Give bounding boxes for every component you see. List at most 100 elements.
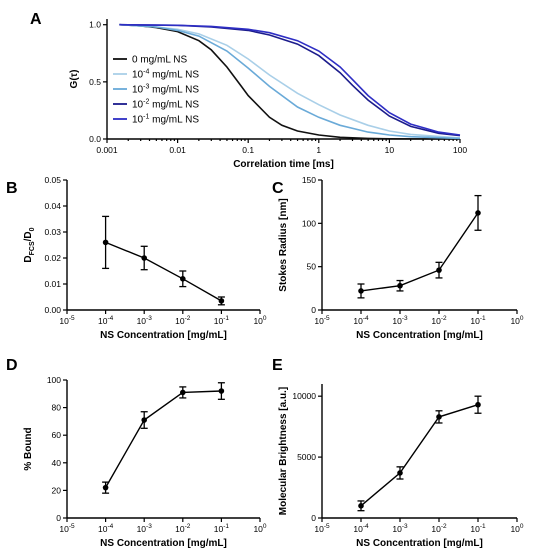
- legend-entry-1: 0 mg/mL NS: [132, 55, 188, 66]
- x-tick-label-e: 10-2: [431, 523, 447, 534]
- x-tick-label-a: 0.001: [96, 145, 118, 155]
- x-tick-label-e: 10-3: [392, 523, 408, 534]
- data-point-b: [218, 298, 225, 304]
- x-tick-label-d: 10-5: [59, 523, 75, 534]
- y-tick-label-e: 5000: [297, 452, 316, 462]
- x-tick-label-e: 10-4: [353, 523, 369, 534]
- panel-label-b: B: [6, 180, 18, 197]
- series-line-1: [119, 23, 461, 140]
- x-tick-label-c: 10-2: [431, 315, 447, 326]
- data-point-b: [141, 255, 147, 261]
- x-axis-label-b: NS Concentration [mg/mL]: [100, 330, 227, 341]
- data-point-c: [358, 288, 364, 294]
- x-tick-label-a: 0.01: [169, 145, 186, 155]
- y-axis-label-e: Molecular Brightness [a.u.]: [278, 387, 289, 515]
- x-tick-label-d: 100: [253, 523, 266, 534]
- data-point-e: [475, 401, 481, 408]
- y-axis-label-a: G(τ): [69, 70, 80, 89]
- y-tick-label-b: 0.00: [44, 305, 61, 315]
- x-tick-label-a: 1: [316, 145, 321, 155]
- panel-label-c: C: [272, 180, 284, 197]
- x-tick-label-d: 10-3: [137, 523, 153, 534]
- y-tick-label-c: 100: [302, 218, 316, 228]
- panel-label-e: E: [272, 357, 283, 374]
- legend: 0 mg/mL NS 10-4 mg/mL NS 10-3 mg/mL NS 10-2…: [113, 55, 199, 126]
- x-axis-label-e: NS Concentration [mg/mL]: [356, 538, 483, 549]
- panel-label-a: A: [30, 11, 42, 28]
- series-line-3: [119, 23, 461, 140]
- data-point-e: [436, 414, 442, 420]
- x-tick-label-e: 10-1: [470, 523, 486, 534]
- y-axis-label-b: DFCS/D0: [23, 227, 36, 262]
- y-tick-label-b: 0.04: [44, 201, 61, 211]
- panel-e: 10-5 10-4 10-3 10-2 10-1 100 0 5000 10000 NS Conc…: [278, 384, 524, 549]
- series-line-5: [119, 23, 461, 136]
- y-tick-label-d: 60: [52, 430, 62, 440]
- x-tick-label-b: 10-1: [214, 315, 230, 326]
- data-point-b: [102, 239, 109, 246]
- x-tick-label-b: 100: [253, 315, 266, 326]
- legend-entry-3: 10-3 mg/mL NS: [132, 84, 199, 96]
- x-tick-label-e: 10-5: [314, 523, 330, 534]
- y-tick-label-a: 1.0: [89, 20, 101, 30]
- y-tick-label-b: 0.03: [44, 227, 61, 237]
- data-point-b: [180, 276, 186, 282]
- x-tick-label-c: 10-4: [353, 315, 369, 326]
- y-tick-label-c: 150: [302, 175, 316, 185]
- x-tick-label-a: 0.1: [242, 145, 254, 155]
- series-line-b: [105, 241, 222, 302]
- panel-b: 10-5 10-4 10-3 10-2 10-1 100 0.00 0.01 0.02 0.03 0…: [23, 175, 267, 341]
- data-point-e: [358, 503, 364, 509]
- x-axis-label-d: NS Concentration [mg/mL]: [100, 538, 227, 549]
- data-point-c: [475, 210, 481, 216]
- x-tick-label-c: 100: [510, 315, 523, 326]
- y-tick-label-e: 10000: [292, 391, 316, 401]
- data-point-d: [141, 417, 147, 423]
- y-axis-label-d: % Bound: [23, 427, 34, 470]
- y-tick-label-d: 80: [52, 403, 62, 413]
- data-point-c: [436, 267, 442, 273]
- x-tick-label-b: 10-5: [59, 315, 75, 326]
- legend-entry-2: 10-4 mg/mL NS: [132, 69, 199, 81]
- y-tick-label-c: 0: [311, 305, 316, 315]
- x-tick-label-b: 10-3: [137, 315, 153, 326]
- x-tick-label-c: 10-1: [470, 315, 486, 326]
- data-point-c: [397, 282, 403, 289]
- x-tick-label-d: 10-1: [214, 523, 230, 534]
- y-tick-label-b: 0.02: [44, 253, 61, 263]
- legend-entry-5: 10-1 mg/mL NS: [132, 114, 199, 126]
- y-tick-label-c: 50: [307, 262, 317, 272]
- x-axis-label-a: Correlation time [ms]: [233, 159, 334, 170]
- y-tick-label-d: 20: [52, 485, 62, 495]
- panel-a: 0.001 0.01 0.1 1 10 100 0.0 0.5 1.0 Correlation t…: [69, 19, 467, 170]
- legend-entry-4: 10-2 mg/mL NS: [132, 99, 199, 111]
- data-point-d: [180, 389, 186, 396]
- x-axis-label-c: NS Concentration [mg/mL]: [356, 330, 483, 341]
- y-tick-label-a: 0.0: [89, 134, 101, 144]
- x-tick-label-b: 10-4: [98, 315, 114, 326]
- panel-c: 10-5 10-4 10-3 10-2 10-1 100 0 50 100 150 NS Conce…: [278, 175, 524, 341]
- y-tick-label-d: 0: [56, 513, 61, 523]
- y-tick-label-d: 100: [47, 375, 61, 385]
- y-tick-label-b: 0.01: [44, 279, 61, 289]
- x-tick-label-b: 10-2: [175, 315, 191, 326]
- panel-d: 10-5 10-4 10-3 10-2 10-1 100 0 20 40 60 80 100 NS Co…: [23, 375, 267, 549]
- x-tick-label-d: 10-4: [98, 523, 114, 534]
- series-line-e: [360, 404, 479, 507]
- y-tick-label-a: 0.5: [89, 77, 101, 87]
- x-tick-label-e: 100: [510, 523, 523, 534]
- panel-label-d: D: [6, 357, 18, 374]
- y-tick-label-b: 0.05: [44, 175, 61, 185]
- y-tick-label-d: 40: [52, 458, 62, 468]
- data-point-d: [218, 388, 225, 394]
- series-line-c: [360, 212, 479, 292]
- data-point-e: [397, 470, 403, 476]
- x-tick-label-a: 10: [385, 145, 395, 155]
- series-line-d: [104, 390, 222, 488]
- x-tick-label-c: 10-3: [392, 315, 408, 326]
- y-tick-label-e: 0: [311, 513, 316, 523]
- y-axis-label-c: Stokes Radius [nm]: [278, 198, 289, 291]
- x-tick-label-d: 10-2: [175, 523, 191, 534]
- x-tick-label-a: 100: [453, 145, 467, 155]
